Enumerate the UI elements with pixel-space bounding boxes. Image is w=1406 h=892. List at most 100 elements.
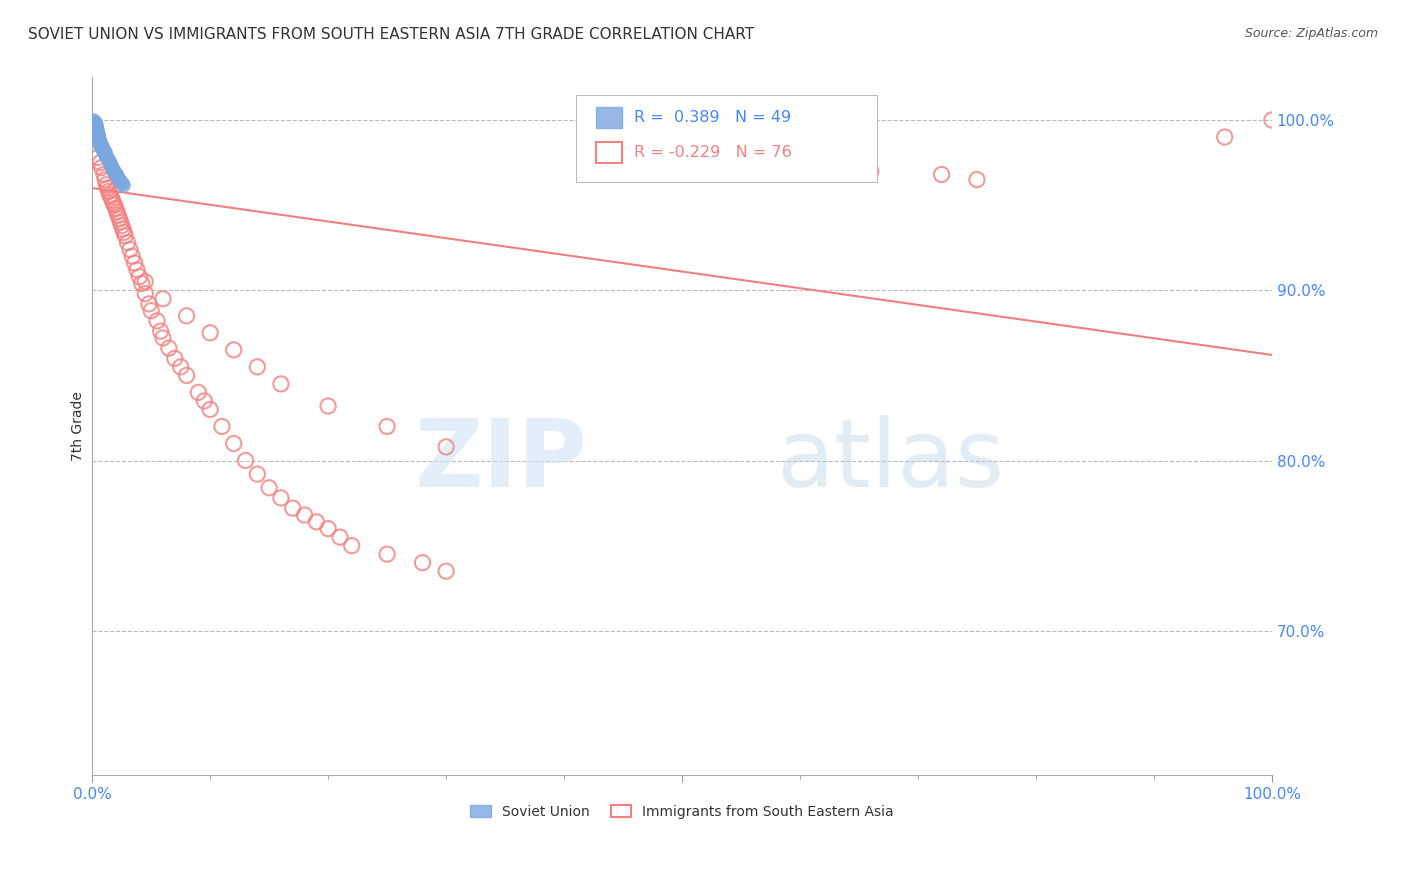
Point [86,123,108,137]
Text: R = -0.229   N = 76: R = -0.229 N = 76 [634,145,792,161]
Point [105,169,128,184]
Point [340,539,363,553]
Point [110,174,132,188]
Text: atlas: atlas [776,416,1005,508]
Point [104,166,127,180]
Bar [596,143,621,163]
Point [187,385,209,400]
Point [89,133,111,147]
Point [118,243,141,257]
Point [152,331,174,345]
Point [270,376,292,391]
Point [101,161,124,175]
Point [104,168,127,182]
Point [94,147,117,161]
Point [176,368,198,383]
Point [222,436,245,450]
Point [105,205,128,219]
Point [96,181,118,195]
Point [82,114,104,128]
Point [294,508,316,522]
Point [305,515,328,529]
Bar [596,107,621,128]
Point [257,481,280,495]
Point [169,359,191,374]
Point [117,235,139,250]
Point [375,419,398,434]
Point [100,159,122,173]
Y-axis label: 7th Grade: 7th Grade [72,392,86,461]
Point [211,419,233,434]
Point [149,324,172,338]
Point [84,118,107,132]
Text: R =  0.389   N = 49: R = 0.389 N = 49 [634,111,790,126]
Point [235,453,257,467]
Point [112,226,135,240]
Point [141,303,163,318]
Point [198,326,221,340]
Point [270,491,292,505]
Point [103,164,125,178]
Point [84,121,107,136]
Point [86,127,108,141]
FancyBboxPatch shape [576,95,877,182]
Point [86,125,108,139]
Point [104,198,127,212]
Point [87,151,110,165]
Point [87,130,110,145]
Point [931,168,953,182]
Point [1261,113,1284,128]
Point [222,343,245,357]
Point [89,136,111,151]
Point [198,402,221,417]
Point [100,189,122,203]
Point [134,275,156,289]
Point [412,556,434,570]
Point [316,522,339,536]
Point [246,359,269,374]
Point [87,128,110,143]
Point [83,118,105,132]
Point [91,142,114,156]
Point [83,114,105,128]
Point [94,145,117,160]
Point [246,467,269,482]
Point [83,116,105,130]
Point [90,161,112,175]
Point [131,277,153,291]
Point [96,149,118,163]
Point [134,286,156,301]
Point [107,170,129,185]
Point [316,399,339,413]
Text: SOVIET UNION VS IMMIGRANTS FROM SOUTH EASTERN ASIA 7TH GRADE CORRELATION CHART: SOVIET UNION VS IMMIGRANTS FROM SOUTH EA… [28,27,754,42]
Point [89,135,111,149]
Point [128,269,150,284]
Point [281,501,304,516]
Point [434,440,457,454]
Point [329,530,352,544]
Point [103,162,125,177]
Point [104,202,127,216]
Point [98,188,121,202]
Point [125,262,148,277]
Point [111,219,134,233]
Point [96,151,118,165]
Point [93,145,115,160]
Point [101,193,124,207]
Point [90,142,112,156]
Point [114,228,136,243]
Point [375,547,398,561]
Point [96,178,118,192]
Point [193,393,215,408]
Point [89,132,111,146]
Point [89,155,111,169]
Point [813,155,835,169]
Point [107,208,129,222]
Point [89,138,111,153]
Point [111,222,134,236]
Point [84,120,107,134]
Text: ZIP: ZIP [415,416,588,508]
Point [84,123,107,137]
Point [87,127,110,141]
Point [90,138,112,153]
